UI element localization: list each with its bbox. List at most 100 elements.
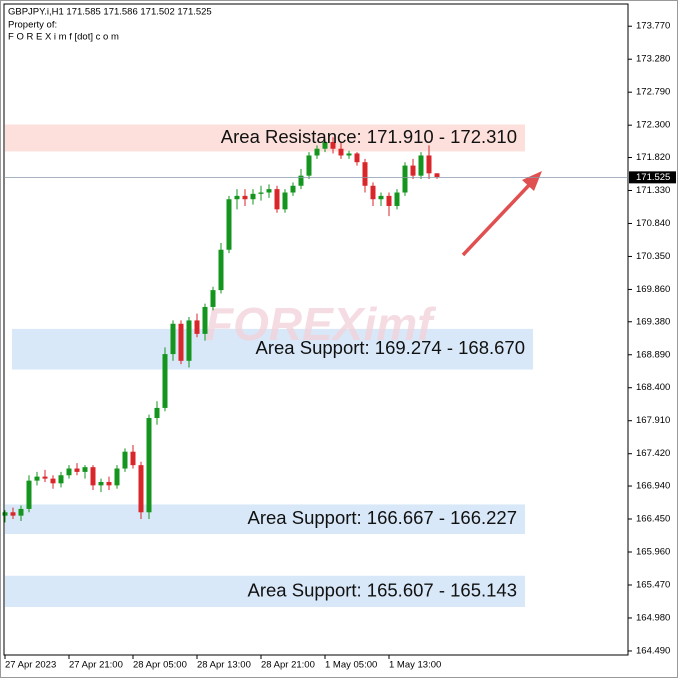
x-tick-label: 1 May 05:00 [325,660,377,671]
candles [2,137,440,523]
candle-body [330,142,336,149]
candle-body [306,155,312,176]
candle-body [346,153,352,156]
zone-label: Area Support: 166.667 - 166.227 [248,507,517,528]
plot-border [3,3,629,656]
y-tick-label: 168.400 [636,382,670,393]
y-tick-label: 169.860 [636,284,670,295]
y-tick-label: 167.910 [636,415,670,426]
candle-body [298,175,304,186]
zone [5,504,525,535]
candle-body [370,185,376,200]
candle-body [322,142,328,149]
candle-body [106,481,112,486]
candle-body [338,148,344,156]
owner: F O R E X i m f [dot] c o m [8,32,119,43]
candle-body [266,189,272,193]
y-tick-label: 172.790 [636,87,670,98]
candle-body [210,290,216,307]
candle-body [34,476,40,481]
watermark-layer: FOREXimf [205,298,437,350]
candle-body [250,193,256,200]
candle-body [10,512,16,516]
candle-body [162,354,168,408]
arrow [461,180,534,257]
watermark: FOREXimf [205,298,437,350]
zone-label: Area Support: 169.274 - 168.670 [256,337,525,358]
x-tick-label: 28 Apr 13:00 [197,660,251,671]
candle-body [114,468,120,486]
candle-body [234,195,240,200]
zones [5,124,533,607]
x-tick-label: 1 May 13:00 [389,660,441,671]
candle-body [426,155,432,174]
candle-body [178,323,184,361]
candle-body [146,418,152,513]
candle-body [290,185,296,193]
candle-body [98,481,104,486]
candle-body [42,476,48,479]
x-tick-label: 28 Apr 21:00 [261,660,315,671]
y-tick-label: 164.490 [636,645,670,656]
candle-body [130,451,136,466]
candle-body [58,475,64,484]
current-price-box [629,171,676,184]
candle-body [2,512,8,516]
candle-body [202,306,208,334]
candle-body [122,451,128,469]
candle-body [66,468,72,476]
x-tick-label: 27 Apr 2023 [5,660,56,671]
candle-body [434,173,440,178]
candle-body [90,467,96,486]
header: GBPJPY.i,H1 171.585 171.586 171.502 171.… [8,7,212,18]
y-tick-label: 164.980 [636,612,670,623]
zone-label: Area Resistance: 171.910 - 172.310 [221,126,517,147]
candle-body [418,155,424,176]
zone [5,124,525,152]
candle-body [226,199,232,250]
y-tick-label: 170.350 [636,251,670,262]
zone [12,328,533,370]
zone-labels: Area Resistance: 171.910 - 172.310 Area S… [221,126,525,600]
y-tick-label: 172.300 [636,120,670,131]
y-tick-label: 173.770 [636,21,670,32]
candle-body [410,165,416,176]
candle-body [362,162,368,186]
candle-body [218,249,224,291]
owner-label: Property of: [8,20,57,31]
candle-body [170,323,176,355]
x-tick-label: 27 Apr 21:00 [69,660,123,671]
arrow-head [522,171,542,191]
candle-body [314,148,320,156]
candle-body [194,320,200,334]
candle-body [274,189,280,210]
y-tick-label: 169.380 [636,316,670,327]
y-tick-label: 171.330 [636,185,670,196]
y-tick-label: 173.280 [636,54,670,65]
candle-body [282,192,288,210]
y-tick-label: 166.450 [636,514,670,525]
candle-body [74,468,80,472]
x-tick-label: 28 Apr 05:00 [133,660,187,671]
zone-label: Area Support: 165.607 - 165.143 [248,579,517,600]
candle-body [394,192,400,206]
candle-body [154,407,160,419]
candle-body [50,478,56,484]
candle-body [402,165,408,193]
candle-body [386,195,392,206]
candle-body [26,480,32,509]
candle-body [242,195,248,200]
candle-body [378,195,384,200]
current-price-label: 171.525 [636,172,670,183]
y-tick-label: 166.940 [636,481,670,492]
candle-body [18,508,24,516]
candle-body [354,153,360,163]
y-tick-label: 170.840 [636,218,670,229]
y-tick-label: 165.470 [636,580,670,591]
y-tick-label: 168.890 [636,349,670,360]
y-tick-label: 167.420 [636,448,670,459]
zone [5,575,525,607]
candle-body [138,465,144,513]
y-tick-label: 165.960 [636,547,670,558]
